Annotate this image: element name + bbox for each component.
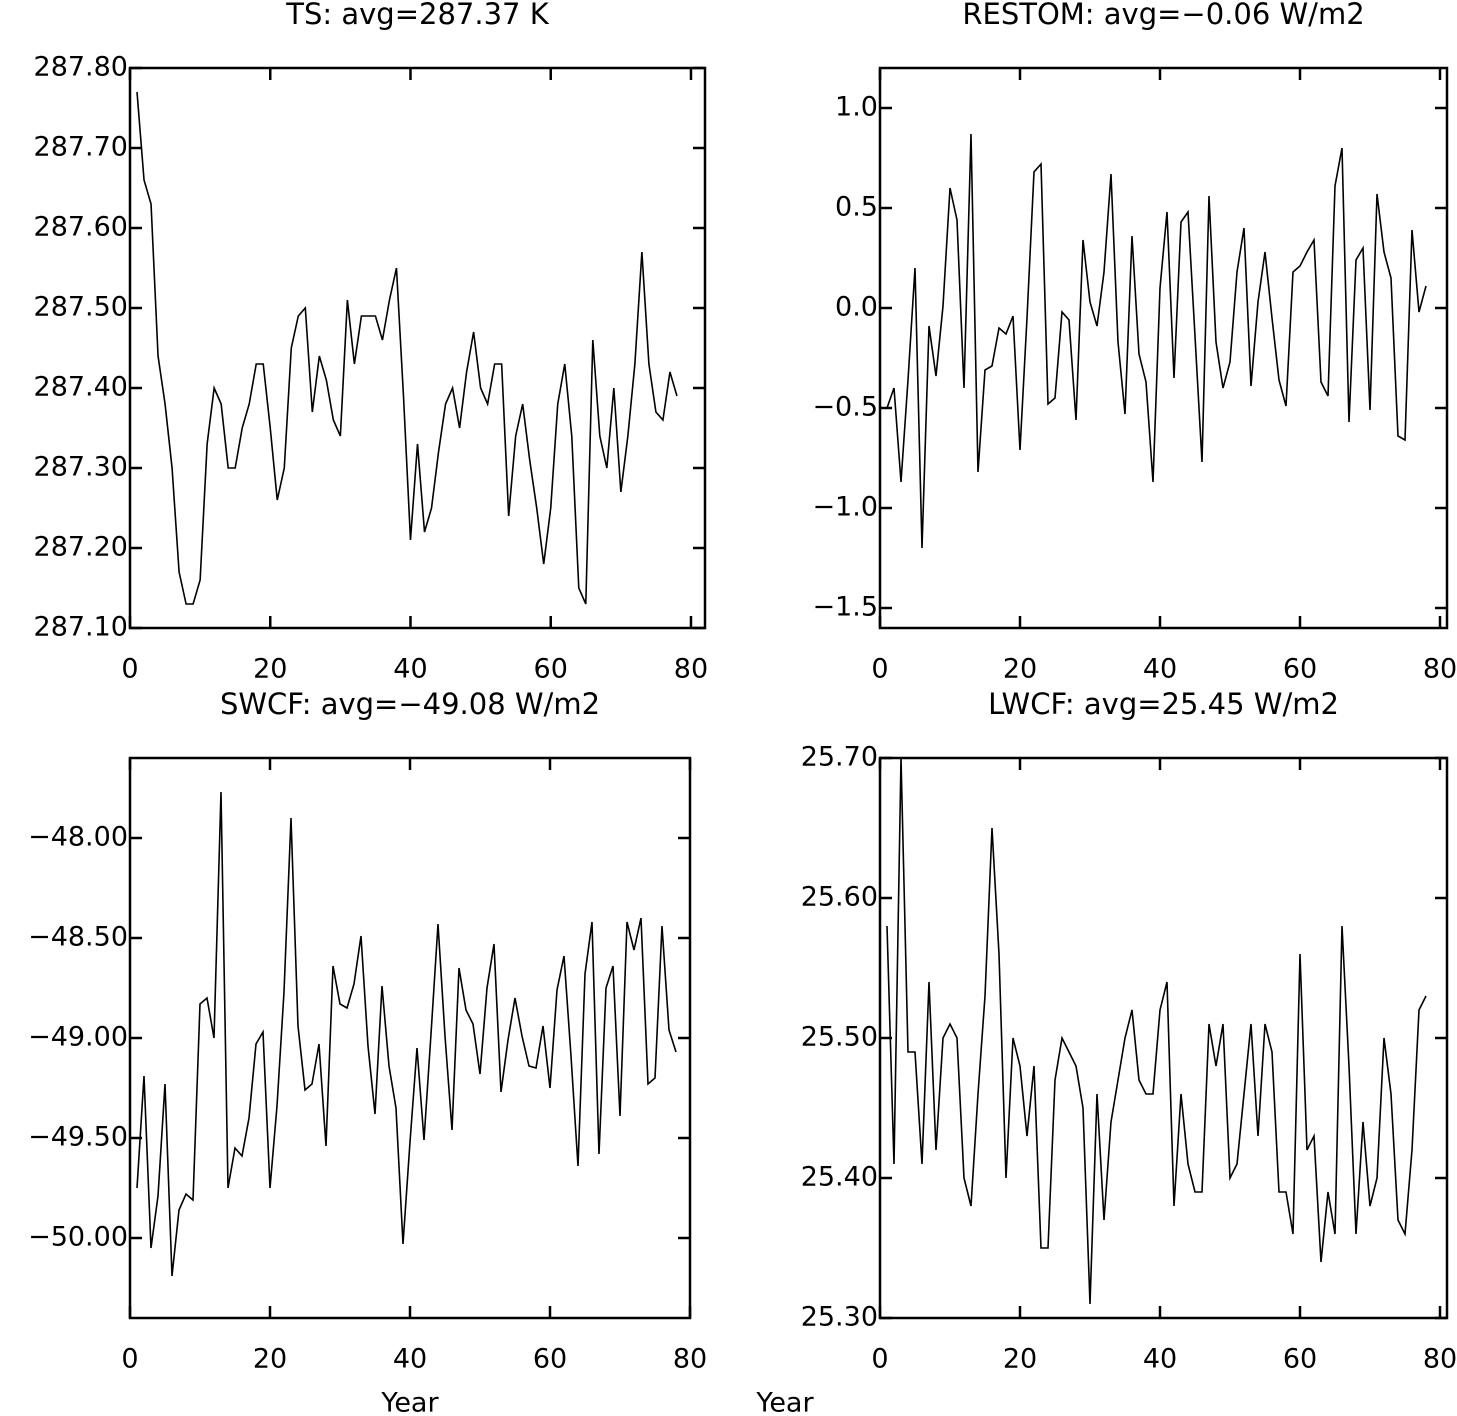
x-tick-label: 40 — [1143, 1344, 1177, 1375]
x-tick-label: 60 — [1283, 1344, 1317, 1375]
y-tick-label: −1.5 — [812, 592, 878, 623]
x-tick-label: 20 — [253, 654, 287, 685]
x-tick-label: 0 — [121, 1344, 138, 1375]
x-tick-label: 0 — [121, 654, 138, 685]
x-tick-label: 0 — [871, 654, 888, 685]
y-tick-label: 0.0 — [835, 292, 878, 323]
y-tick-label: 287.70 — [34, 132, 128, 163]
x-tick-label: 80 — [674, 654, 708, 685]
plot-frame — [878, 66, 1449, 630]
x-tick-label: 20 — [1003, 654, 1037, 685]
x-tick-label: 60 — [1283, 654, 1317, 685]
data-line — [136, 91, 678, 605]
x-tick-label: 60 — [533, 1344, 567, 1375]
chart-title: RESTOM: avg=−0.06 W/m2 — [962, 0, 1364, 31]
y-tick-label: 1.0 — [835, 92, 878, 123]
y-tick-label: −48.00 — [28, 822, 128, 853]
x-tick-label: 80 — [1423, 1344, 1457, 1375]
y-tick-label: 25.40 — [801, 1162, 878, 1193]
x-tick-label: 80 — [1423, 654, 1457, 685]
y-tick-label: 287.60 — [34, 212, 128, 243]
x-tick-label: 40 — [393, 1344, 427, 1375]
x-tick-label: 0 — [871, 1344, 888, 1375]
data-line — [886, 133, 1427, 549]
y-tick-label: 287.50 — [34, 292, 128, 323]
x-tick-label: 40 — [393, 654, 427, 685]
y-tick-label: 25.60 — [801, 882, 878, 913]
y-tick-label: 287.40 — [34, 372, 128, 403]
x-tick-label: 40 — [1143, 654, 1177, 685]
plot-frame — [878, 756, 1449, 1320]
plot-frame — [128, 66, 707, 630]
y-tick-label: 25.70 — [801, 742, 878, 773]
y-tick-label: −1.0 — [812, 492, 878, 523]
y-tick-label: 287.30 — [34, 452, 128, 483]
x-tick-label: 60 — [534, 654, 568, 685]
x-tick-label: 20 — [1003, 1344, 1037, 1375]
y-tick-label: −48.50 — [28, 922, 128, 953]
y-tick-label: 25.50 — [801, 1022, 878, 1053]
chart-title: SWCF: avg=−49.08 W/m2 — [220, 687, 600, 721]
y-tick-label: 0.5 — [835, 192, 878, 223]
y-tick-label: −0.5 — [812, 392, 878, 423]
y-tick-label: −49.00 — [28, 1022, 128, 1053]
x-tick-label: 20 — [253, 1344, 287, 1375]
data-line — [886, 757, 1427, 1305]
x-axis-label: Year — [380, 1388, 439, 1416]
x-axis-label: Year — [755, 1388, 814, 1416]
y-tick-label: 287.10 — [34, 612, 128, 643]
y-tick-label: 287.80 — [34, 52, 128, 83]
x-tick-label: 80 — [673, 1344, 707, 1375]
y-tick-label: 287.20 — [34, 532, 128, 563]
y-tick-label: −49.50 — [28, 1122, 128, 1153]
chart-title: LWCF: avg=25.45 W/m2 — [988, 687, 1339, 721]
y-tick-label: −50.00 — [28, 1222, 128, 1253]
data-line — [136, 791, 677, 1277]
y-tick-label: 25.30 — [801, 1302, 878, 1333]
chart-title: TS: avg=287.37 K — [285, 0, 549, 31]
